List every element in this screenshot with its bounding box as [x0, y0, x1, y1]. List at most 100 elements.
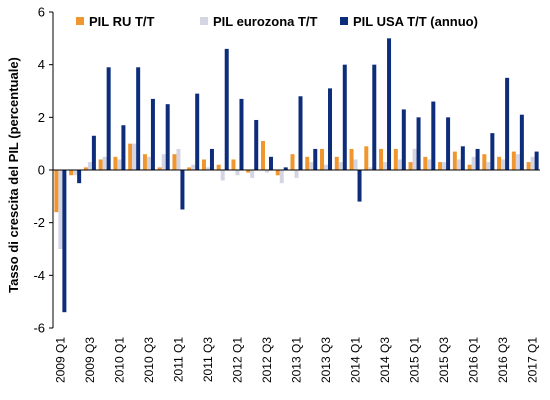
bar-series-3 [254, 119, 259, 170]
bar-series-3 [239, 98, 244, 170]
bar-series-1 [157, 167, 162, 170]
bar-series-2 [235, 170, 240, 176]
bar-series-1 [231, 159, 236, 170]
bar-series-2 [486, 162, 491, 170]
bar-series-3 [195, 93, 200, 170]
bar-series-1 [275, 170, 280, 176]
bar-series-2 [161, 154, 166, 170]
bar-series-1 [69, 170, 74, 176]
bar-series-2 [220, 170, 225, 181]
y-tick-label: 0 [38, 163, 45, 178]
bar-series-1 [408, 162, 413, 170]
y-axis-title: Tasso di crescita del PIL (percentuale) [6, 57, 21, 293]
bar-series-2 [191, 164, 196, 170]
bar-series-2 [264, 170, 269, 173]
bar-series-3 [505, 77, 510, 170]
bar-series-3 [519, 114, 524, 170]
bar-series-1 [526, 162, 531, 170]
bar-series-3 [224, 48, 229, 170]
bar-series-3 [328, 88, 333, 170]
x-tick-label: 2010 Q3 [142, 337, 156, 383]
bar-series-3 [313, 148, 318, 170]
bar-series-2 [338, 162, 343, 170]
bar-series-3 [121, 125, 126, 170]
bar-series-3 [431, 101, 436, 170]
bar-series-3 [209, 148, 214, 170]
bar-series-1 [290, 154, 295, 170]
bar-series-2 [102, 156, 107, 170]
bar-series-2 [456, 159, 461, 170]
x-tick-label: 2011 Q3 [201, 337, 215, 382]
bar-series-3 [460, 146, 465, 170]
bar-series-2 [515, 154, 520, 170]
bar-series-2 [383, 162, 388, 170]
y-tick-label: 2 [38, 110, 45, 125]
x-tick-label: 2013 Q3 [319, 337, 333, 383]
bar-series-2 [58, 170, 63, 249]
bar-series-1 [364, 146, 369, 170]
bar-series-2 [427, 159, 432, 170]
x-tick-label: 2016 Q1 [467, 337, 481, 383]
legend: PIL RU T/T PIL eurozona T/T PIL USA T/T (a… [76, 14, 478, 29]
bar-series-3 [534, 151, 539, 170]
bar-series-1 [201, 159, 206, 170]
bar-series-3 [268, 156, 273, 170]
x-tick-label: 2012 Q3 [260, 337, 274, 383]
x-tick-label: 2013 Q1 [290, 337, 304, 383]
bar-series-2 [117, 159, 122, 170]
bar-series-1 [54, 170, 59, 213]
bar-series-3 [446, 117, 451, 170]
bar-series-3 [62, 170, 67, 313]
bar-series-1 [467, 164, 472, 170]
bar-series-3 [416, 117, 421, 170]
bar-series-1 [246, 170, 251, 173]
legend-label: PIL eurozona T/T [213, 14, 318, 29]
bar-series-3 [180, 170, 185, 210]
bar-series-1 [423, 156, 428, 170]
bar-series-2 [471, 156, 476, 170]
bar-series-3 [298, 96, 303, 170]
bar-series-1 [511, 151, 516, 170]
bar-series-3 [475, 148, 480, 170]
bar-series-3 [77, 170, 82, 184]
bar-series-3 [136, 67, 141, 170]
bar-series-3 [283, 167, 288, 170]
bar-series-1 [320, 148, 325, 170]
bar-series-2 [279, 170, 284, 184]
bar-series-1 [142, 154, 147, 170]
legend-label: PIL USA T/T (annuo) [353, 14, 478, 29]
bar-series-2 [368, 167, 373, 170]
y-tick-label: -2 [33, 215, 45, 230]
bar-series-2 [412, 148, 417, 170]
bar-series-3 [387, 38, 392, 171]
y-tick-label: -4 [33, 268, 45, 283]
legend-swatch [76, 17, 84, 25]
bar-series-3 [165, 104, 170, 170]
x-tick-label: 2016 Q3 [496, 337, 510, 383]
x-axis: 2009 Q1 2009 Q3 2010 Q1 2010 Q3 2011 Q1 2011 … [53, 169, 540, 383]
legend-swatch [340, 17, 348, 25]
bar-series-2 [324, 164, 329, 170]
bar-series-2 [250, 170, 255, 178]
bar-series-2 [176, 148, 181, 170]
bar-series-2 [205, 167, 210, 170]
bar-series-1 [334, 156, 339, 170]
bar-series-1 [305, 156, 310, 170]
bar-series-3 [150, 98, 155, 170]
bar-series-3 [401, 109, 406, 170]
bar-series-3 [357, 170, 362, 202]
y-axis: 6 4 2 0 -2 -4 -6 [33, 5, 54, 336]
y-tick-label: 4 [38, 57, 45, 72]
bar-series-2 [73, 170, 78, 176]
x-tick-label: 2014 Q1 [349, 337, 363, 383]
bars [54, 38, 539, 313]
bar-series-1 [113, 156, 118, 170]
x-tick-label: 2012 Q1 [230, 337, 244, 383]
bar-series-2 [442, 162, 447, 170]
bar-series-2 [294, 170, 299, 178]
x-tick-label: 2010 Q1 [112, 337, 126, 383]
bar-series-1 [172, 154, 177, 170]
bar-series-2 [501, 159, 506, 170]
